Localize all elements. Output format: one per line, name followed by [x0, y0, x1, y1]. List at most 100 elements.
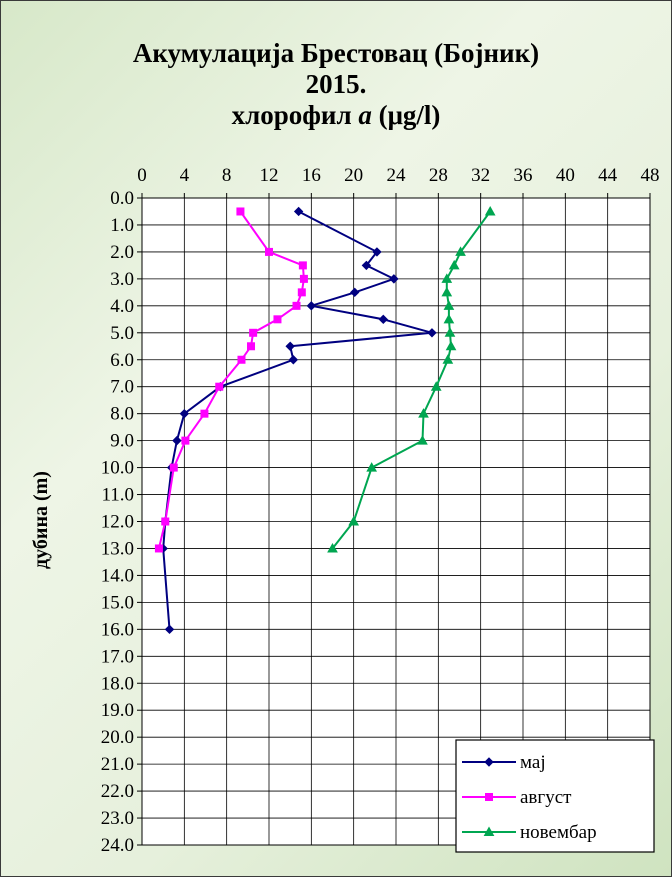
- legend-entry: новембар: [462, 822, 597, 843]
- data-point: [179, 408, 190, 419]
- y-tick-label: 17.0: [101, 646, 134, 667]
- legend-entry: август: [462, 787, 572, 808]
- y-tick-label: 24.0: [101, 835, 134, 856]
- y-tick-label: 2.0: [110, 242, 134, 263]
- x-tick-label: 20: [344, 165, 363, 186]
- data-point: [417, 435, 428, 445]
- data-point: [249, 328, 258, 337]
- data-point: [200, 409, 209, 418]
- y-tick-label: 8.0: [110, 404, 134, 425]
- x-tick-label: 48: [641, 165, 660, 186]
- y-tick-label: 19.0: [101, 700, 134, 721]
- data-point: [350, 287, 360, 298]
- data-point: [372, 247, 382, 257]
- data-point: [366, 462, 378, 472]
- data-point: [306, 301, 317, 311]
- series-line: [157, 210, 305, 549]
- y-tick-label: 15.0: [101, 592, 134, 613]
- data-point: [327, 542, 338, 553]
- series-3: [327, 205, 496, 553]
- chart-title: Акумулација Брестовац (Бојник) 2015. хло…: [0, 38, 672, 131]
- title-line-1: Акумулација Брестовац (Бојник): [132, 38, 540, 68]
- data-point: [427, 328, 437, 338]
- legend-label: новембар: [520, 822, 597, 843]
- data-point: [443, 313, 455, 324]
- x-tick-label: 12: [260, 165, 279, 186]
- y-tick-label: 14.0: [101, 565, 134, 586]
- legend-label: август: [520, 787, 572, 808]
- data-point: [443, 300, 455, 310]
- legend-marker: [484, 757, 494, 767]
- series-layer: [154, 205, 496, 635]
- y-tick-label: 4.0: [110, 296, 134, 317]
- y-tick-label: 6.0: [110, 350, 134, 371]
- y-axis-ticks: 0.0 1.0 2.0 3.0 4.0 5.0 6.0 7.0 8.0 9.0 10.0 11.0 12…: [101, 188, 142, 856]
- legend-entry: мај: [462, 752, 546, 773]
- data-point: [215, 382, 224, 391]
- data-point: [236, 207, 245, 216]
- data-point: [297, 288, 306, 297]
- data-point: [441, 273, 453, 283]
- x-tick-label: 8: [222, 165, 232, 186]
- data-point: [441, 286, 453, 297]
- data-point: [444, 327, 456, 337]
- title-line-3-italic: a: [358, 100, 372, 130]
- y-tick-label: 21.0: [101, 754, 134, 775]
- data-point: [348, 515, 360, 526]
- x-tick-label: 0: [137, 165, 147, 186]
- data-point: [247, 342, 256, 351]
- data-point: [448, 259, 460, 270]
- data-point: [273, 315, 282, 324]
- series-line: [331, 210, 492, 550]
- data-point: [169, 463, 178, 472]
- x-axis-ticks: 0 4 8 12 16 20 24 28 32 36 40 44 48: [137, 165, 660, 198]
- legend: мај август новембар: [455, 739, 655, 853]
- y-tick-label: 13.0: [101, 538, 134, 559]
- y-tick-label: 22.0: [101, 781, 134, 802]
- legend-marker: [483, 826, 495, 836]
- y-tick-label: 18.0: [101, 673, 134, 694]
- data-point: [418, 408, 429, 418]
- x-tick-label: 36: [514, 165, 533, 186]
- y-tick-label: 7.0: [110, 377, 134, 398]
- y-tick-label: 16.0: [101, 619, 134, 640]
- data-point: [237, 355, 246, 364]
- data-point: [361, 260, 372, 271]
- data-point: [442, 354, 454, 364]
- title-line-3: хлорофил a (μg/l): [0, 100, 672, 131]
- data-point: [298, 261, 307, 270]
- legend-marker: [485, 793, 493, 801]
- data-point: [299, 274, 308, 283]
- title-line-3-suffix: (μg/l): [371, 100, 441, 130]
- data-point: [378, 314, 389, 325]
- data-point: [288, 355, 299, 365]
- y-tick-label: 12.0: [101, 512, 134, 533]
- x-tick-label: 4: [180, 165, 190, 186]
- x-tick-label: 16: [302, 165, 321, 186]
- y-tick-label: 9.0: [110, 431, 134, 452]
- y-tick-label: 3.0: [110, 269, 134, 290]
- x-tick-label: 40: [556, 165, 575, 186]
- series-2: [154, 207, 308, 553]
- data-point: [389, 274, 399, 284]
- x-tick-label: 28: [429, 165, 448, 186]
- legend-label: мај: [520, 752, 546, 773]
- data-point: [293, 206, 304, 217]
- y-tick-label: 11.0: [101, 485, 134, 506]
- x-tick-label: 32: [471, 165, 490, 186]
- y-axis-label: дубина (m): [30, 471, 52, 569]
- y-tick-label: 10.0: [101, 458, 134, 479]
- data-point: [484, 205, 496, 216]
- x-tick-label: 44: [598, 165, 618, 186]
- data-point: [292, 301, 301, 310]
- y-tick-label: 23.0: [101, 808, 134, 829]
- title-line-3-prefix: хлорофил: [231, 100, 359, 130]
- data-point: [430, 381, 442, 391]
- y-tick-label: 0.0: [110, 188, 134, 209]
- data-point: [445, 340, 457, 351]
- y-tick-label: 1.0: [110, 215, 134, 236]
- data-point: [265, 247, 273, 256]
- y-tick-label: 20.0: [101, 727, 134, 748]
- data-point: [161, 517, 170, 526]
